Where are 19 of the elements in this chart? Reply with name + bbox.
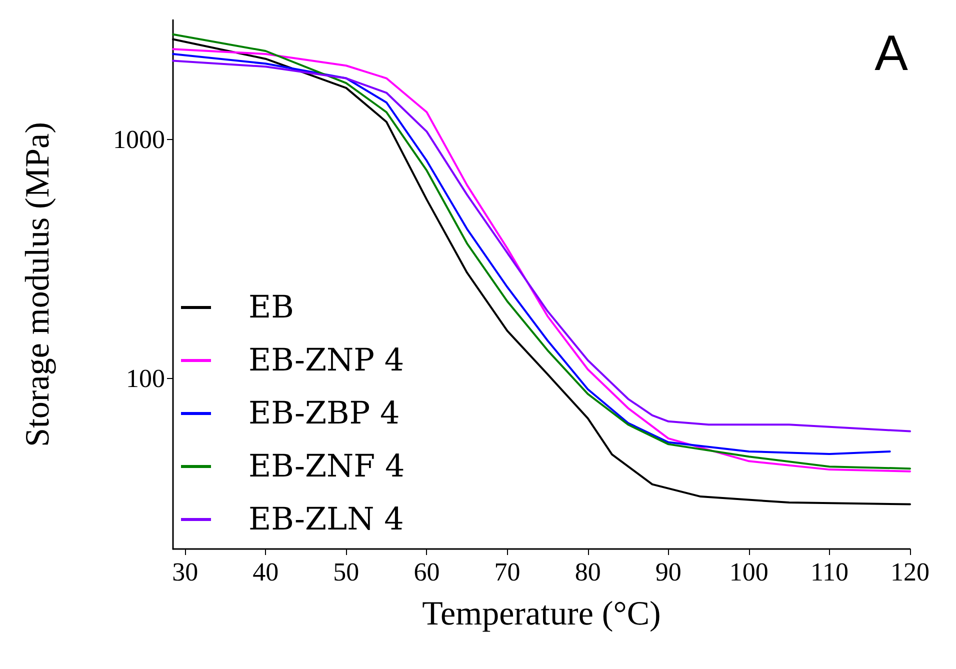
x-tick-label: 100	[729, 558, 768, 586]
x-tick-label: 50	[333, 558, 360, 586]
x-tick-label: 80	[574, 558, 601, 586]
x-tick-label: 90	[655, 558, 682, 586]
legend-label: EB-ZBP 4	[248, 396, 400, 432]
y-tick-label: 1000	[113, 124, 165, 154]
y-axis-title: Storage modulus (MPa)	[20, 122, 56, 447]
x-tick-label: 110	[810, 558, 848, 586]
legend-label: EB	[248, 290, 294, 326]
x-tick-label: 70	[494, 558, 520, 586]
annotation: A	[874, 25, 909, 81]
legend-label: EB-ZNP 4	[248, 342, 404, 378]
x-tick-label: 60	[414, 558, 440, 586]
x-axis-title: Temperature (°C)	[422, 596, 661, 632]
x-tick-label: 120	[890, 558, 930, 586]
legend-label: EB-ZNF 4	[248, 448, 405, 484]
x-tick-label: 30	[172, 558, 198, 586]
legend-label: EB-ZLN 4	[248, 502, 404, 538]
x-tick-label: 40	[252, 558, 279, 586]
